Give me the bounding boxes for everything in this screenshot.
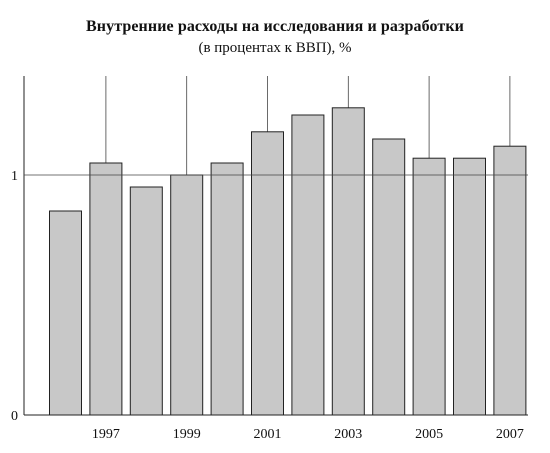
bar-2003 — [331, 107, 365, 416]
x-tick-label-2005: 2005 — [415, 427, 443, 442]
bar-2006 — [453, 157, 486, 416]
bar-2004 — [372, 138, 406, 416]
bar-2001 — [251, 131, 284, 416]
x-tick-label-2003: 2003 — [334, 427, 362, 442]
bar-1996 — [49, 210, 82, 416]
x-tick-label-1997: 1997 — [92, 427, 120, 442]
bar-1998 — [129, 186, 163, 416]
bar-2007 — [493, 145, 527, 416]
y-tick-label-1: 1 — [11, 169, 18, 184]
bar-2005 — [412, 157, 446, 416]
bars-layer — [49, 107, 527, 416]
chart-title: Внутренние расходы на исследования и раз… — [86, 18, 464, 35]
labels-layer: 0 1 1997 1999 2001 2003 2005 2007 — [11, 169, 524, 442]
x-tick-label-2007: 2007 — [496, 427, 524, 442]
x-tick-label-1999: 1999 — [173, 427, 201, 442]
bar-2002 — [291, 114, 325, 416]
axis-layer — [23, 76, 528, 416]
bar-1999 — [170, 174, 204, 416]
y-tick-label-0: 0 — [11, 409, 18, 424]
bar-1997 — [89, 162, 123, 416]
bar-2000 — [210, 162, 244, 416]
x-tick-label-2001: 2001 — [254, 427, 282, 442]
chart-subtitle: (в процентах к ВВП), % — [198, 40, 352, 56]
